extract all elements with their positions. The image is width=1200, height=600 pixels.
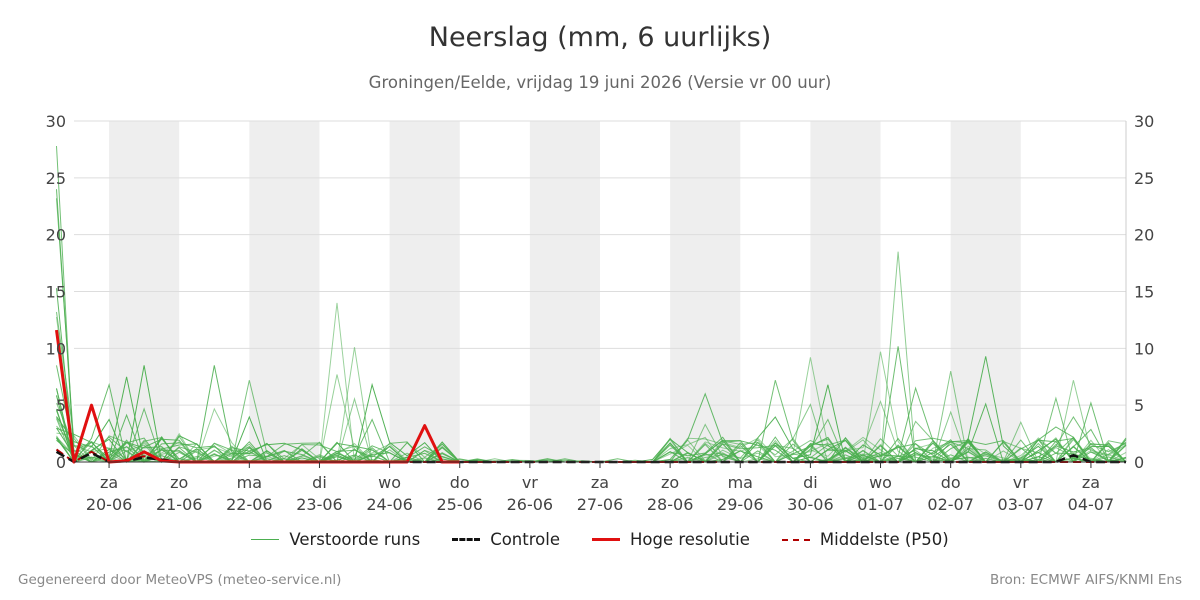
y-tick-label-left: 25 bbox=[46, 169, 66, 188]
legend-swatch-verstoorde-runs bbox=[251, 539, 280, 540]
x-tick-date-label: 29-06 bbox=[717, 495, 764, 514]
legend-item-hoge-resolutie[interactable]: Hoge resolutie bbox=[591, 530, 750, 549]
x-tick-day-label: wo bbox=[378, 473, 401, 492]
x-tick-date-label: 23-06 bbox=[296, 495, 343, 514]
x-tick-day-label: vr bbox=[1013, 473, 1029, 492]
x-tick-day-label: vr bbox=[522, 473, 538, 492]
y-tick-label-right: 0 bbox=[1134, 453, 1144, 472]
legend-swatch-p50 bbox=[781, 538, 810, 541]
y-tick-label-right: 20 bbox=[1134, 226, 1154, 245]
x-tick-day-label: wo bbox=[869, 473, 892, 492]
x-tick-day-label: ma bbox=[728, 473, 753, 492]
x-tick-day-label: di bbox=[312, 473, 327, 492]
chart-legend: Verstoorde runs Controle Hoge resolutie … bbox=[0, 530, 1200, 549]
x-tick-day-label: za bbox=[100, 473, 118, 492]
y-tick-label-left: 0 bbox=[56, 453, 66, 472]
y-tick-label-left: 15 bbox=[46, 283, 66, 302]
chart-title: Neerslag (mm, 6 uurlijks) bbox=[428, 22, 772, 53]
y-tick-label-right: 15 bbox=[1134, 283, 1154, 302]
x-tick-date-label: 22-06 bbox=[226, 495, 273, 514]
legend-item-verstoorde-runs[interactable]: Verstoorde runs bbox=[251, 530, 420, 549]
chart-subtitle: Groningen/Eelde, vrijdag 19 juni 2026 (V… bbox=[368, 73, 832, 92]
legend-swatch-controle bbox=[452, 538, 481, 541]
x-tick-day-label: di bbox=[803, 473, 818, 492]
x-tick-day-label: zo bbox=[170, 473, 188, 492]
x-tick-day-label: ma bbox=[237, 473, 262, 492]
legend-label-verstoorde-runs: Verstoorde runs bbox=[289, 530, 421, 549]
axes: 0 0 5 5 10 10 15 15 20 20 25 25 30 30 za 20-06 zo 21-06 ma… bbox=[46, 112, 1155, 514]
x-tick-day-label: do bbox=[450, 473, 470, 492]
x-tick-date-label: 25-06 bbox=[436, 495, 483, 514]
y-tick-label-right: 25 bbox=[1134, 169, 1154, 188]
p50-line bbox=[55, 448, 1126, 464]
y-tick-label-left: 5 bbox=[56, 396, 66, 415]
legend-item-controle[interactable]: Controle bbox=[452, 530, 560, 549]
x-tick-day-label: zo bbox=[661, 473, 679, 492]
x-tick-date-label: 21-06 bbox=[156, 495, 203, 514]
x-tick-date-label: 28-06 bbox=[647, 495, 694, 514]
legend-swatch-hoge-resolutie bbox=[591, 538, 620, 541]
y-tick-label-left: 30 bbox=[46, 112, 66, 131]
x-tick-date-label: 27-06 bbox=[577, 495, 624, 514]
x-tick-date-label: 30-06 bbox=[787, 495, 834, 514]
x-tick-date-label: 26-06 bbox=[507, 495, 554, 514]
legend-label-p50: Middelste (P50) bbox=[819, 530, 949, 549]
legend-label-controle: Controle bbox=[490, 530, 560, 549]
x-tick-date-label: 04-07 bbox=[1068, 495, 1115, 514]
x-tick-day-label: do bbox=[941, 473, 961, 492]
y-tick-label-right: 30 bbox=[1134, 112, 1154, 131]
legend-item-p50[interactable]: Middelste (P50) bbox=[781, 530, 949, 549]
x-tick-day-label: za bbox=[591, 473, 609, 492]
footer-generator: Gegenereerd door MeteoVPS (meteo-service… bbox=[18, 572, 342, 588]
x-tick-date-label: 20-06 bbox=[86, 495, 133, 514]
legend-label-hoge-resolutie: Hoge resolutie bbox=[629, 530, 750, 549]
y-tick-label-left: 20 bbox=[46, 226, 66, 245]
x-tick-day-label: za bbox=[1082, 473, 1100, 492]
y-tick-label-right: 5 bbox=[1134, 396, 1144, 415]
y-tick-label-left: 10 bbox=[46, 339, 66, 358]
x-tick-date-label: 03-07 bbox=[998, 495, 1045, 514]
x-tick-date-label: 01-07 bbox=[857, 495, 904, 514]
footer-source: Bron: ECMWF AIFS/KNMI Ens bbox=[989, 572, 1182, 588]
x-tick-date-label: 02-07 bbox=[927, 495, 974, 514]
y-tick-label-right: 10 bbox=[1134, 339, 1154, 358]
x-tick-date-label: 24-06 bbox=[366, 495, 413, 514]
